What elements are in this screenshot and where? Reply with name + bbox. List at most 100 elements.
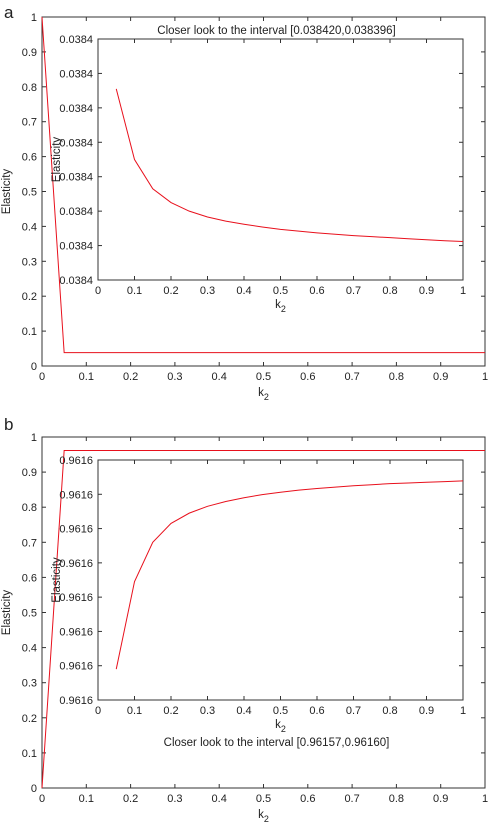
main-chart-x-axis-label-subscript: 2 — [264, 392, 269, 402]
inset-chart-x-axis-label-text: k — [275, 719, 281, 731]
inset-chart: 0 0.1 0.2 0.3 0.4 0.5 0.6 0.7 0.8 0.9 1 0.0384 0.038… — [51, 25, 466, 314]
main-chart-y-tick-label: 0.8 — [22, 82, 37, 94]
main-chart-y-axis-label: Elasticity — [1, 169, 13, 215]
inset-chart-x-tick-label: 0.4 — [236, 285, 251, 297]
main-chart-y-tick-label: 0 — [31, 783, 37, 795]
main-chart-x-tick-label: 0 — [39, 371, 45, 383]
inset-chart-y-tick-label: 0.9616 — [59, 489, 93, 501]
inset-chart-x-tick-label: 0.3 — [200, 285, 215, 297]
main-chart-y-tick-label: 0.9 — [22, 467, 37, 479]
main-chart-y-tick-label: 0.4 — [22, 643, 37, 655]
panel-letter: a — [4, 3, 14, 22]
main-chart-series-line — [41, 449, 485, 789]
inset-chart-series-line — [115, 480, 464, 670]
inset-chart-y-tick-label: 0.9616 — [59, 695, 93, 707]
inset-chart-x-tick-label: 0.2 — [163, 705, 178, 717]
inset-chart-x-tick-label: 0.1 — [127, 285, 142, 297]
inset-chart-x-tick-label: 0.9 — [419, 705, 434, 717]
inset-chart-y-axis-label: Elasticity — [51, 137, 63, 183]
inset-chart-x-tick-label: 0.4 — [236, 705, 251, 717]
inset-chart-x-tick-label: 0.8 — [382, 705, 397, 717]
main-chart-x-tick-label: 0.3 — [167, 793, 182, 805]
inset-chart-x-axis-label-subscript: 2 — [281, 304, 286, 314]
inset-chart-y-tick-label: 0.0384 — [59, 241, 93, 253]
main-chart-x-axis-label-text: k — [258, 387, 264, 399]
inset-chart-x-tick-label: 0.1 — [127, 705, 142, 717]
main-chart-x-tick-label: 0.1 — [79, 371, 94, 383]
main-chart-y-tick-label: 0.3 — [22, 678, 37, 690]
inset-chart-x-tick-label: 0.7 — [346, 705, 361, 717]
main-chart-y-tick-label: 0.2 — [22, 291, 37, 303]
main-chart-x-tick-label: 0.7 — [344, 371, 359, 383]
inset-chart-x-tick-label: 0.8 — [382, 285, 397, 297]
inset-chart-x-tick-label: 1 — [460, 285, 466, 297]
main-chart-x-tick-label: 0.9 — [433, 793, 448, 805]
inset-chart-x-tick-label: 0 — [95, 285, 101, 297]
inset-chart-y-tick-label: 0.9616 — [59, 558, 93, 570]
main-chart-x-tick-label: 0.3 — [167, 371, 182, 383]
inset-chart-y-tick-label: 0.9616 — [59, 661, 93, 673]
inset-chart-series-line — [115, 88, 464, 242]
inset-chart-x-tick-label: 0.2 — [163, 285, 178, 297]
panel-a: a 0 0.1 0.2 0.3 0.4 0.5 0.6 0.7 0.8 0.9 1 0 0.1 0.2 0.3… — [1, 3, 488, 402]
main-chart-y-tick-label: 0.8 — [22, 502, 37, 514]
main-chart-x-tick-label: 0.4 — [212, 371, 227, 383]
inset-chart-y-tick-label: 0.0384 — [59, 172, 93, 184]
inset-chart-y-tick-label: 0.0384 — [59, 68, 93, 80]
inset-chart-x-axis-label-text: k — [275, 299, 281, 311]
inset-chart-y-tick-label: 0.9616 — [59, 524, 93, 536]
main-chart-series-line — [41, 16, 485, 354]
inset-chart-x-tick-label: 0.6 — [309, 285, 324, 297]
inset-chart-x-tick-label: 1 — [460, 705, 466, 717]
main-chart-x-tick-label: 0.9 — [433, 371, 448, 383]
main-chart-y-tick-label: 1 — [31, 432, 37, 444]
inset-chart-x-axis-label: k2 — [275, 299, 286, 314]
inset-title: Closer look to the interval [0.96157,0.9… — [164, 737, 390, 749]
main-chart-x-tick-label: 0 — [39, 793, 45, 805]
main-chart-x-tick-label: 1 — [482, 793, 488, 805]
main-chart-x-tick-label: 0.1 — [79, 793, 94, 805]
main-chart-y-tick-label: 0 — [31, 361, 37, 373]
inset-chart-y-tick-label: 0.0384 — [59, 34, 93, 46]
main-chart-y-tick-label: 0.6 — [22, 152, 37, 164]
main-chart-y-tick-label: 0.5 — [22, 187, 37, 199]
inset-chart-x-tick-label: 0.7 — [346, 285, 361, 297]
main-chart-x-tick-label: 1 — [482, 371, 488, 383]
panel-letter: b — [4, 415, 13, 434]
main-chart-y-tick-label: 0.3 — [22, 256, 37, 268]
inset-chart-y-tick-label: 0.0384 — [59, 206, 93, 218]
main-chart-x-tick-label: 0.6 — [300, 793, 315, 805]
main-chart-x-tick-label: 0.7 — [344, 793, 359, 805]
inset-chart-x-tick-label: 0.6 — [309, 705, 324, 717]
main-chart-y-tick-label: 0.7 — [22, 537, 37, 549]
main-chart-x-tick-label: 0.8 — [389, 793, 404, 805]
main-chart-x-axis-label-text: k — [258, 809, 264, 821]
main-chart-y-tick-label: 0.5 — [22, 608, 37, 620]
inset-chart-x-tick-label: 0.5 — [273, 285, 288, 297]
inset-chart: 0 0.1 0.2 0.3 0.4 0.5 0.6 0.7 0.8 0.9 1 0.9616 0.961… — [51, 455, 466, 749]
inset-chart-x-tick-label: 0.9 — [419, 285, 434, 297]
main-chart-y-tick-label: 0.2 — [22, 713, 37, 725]
main-chart-x-axis-label: k2 — [258, 387, 269, 402]
inset-chart-x-tick-label: 0.3 — [200, 705, 215, 717]
inset-chart-frame — [97, 459, 464, 701]
main-chart-y-tick-label: 0.7 — [22, 117, 37, 129]
main-chart-y-tick-label: 0.1 — [22, 748, 37, 760]
inset-chart-frame — [97, 38, 464, 281]
inset-chart-y-axis-label: Elasticity — [51, 557, 63, 603]
main-chart-x-tick-label: 0.2 — [123, 793, 138, 805]
main-chart-y-axis-label: Elasticity — [1, 590, 13, 636]
inset-chart-y-tick-label: 0.9616 — [59, 455, 93, 467]
inset-chart-x-tick-label: 0 — [95, 705, 101, 717]
main-chart-x-axis-label-subscript: 2 — [264, 814, 269, 824]
inset-chart-x-axis-label: k2 — [275, 719, 286, 734]
main-chart-x-tick-label: 0.6 — [300, 371, 315, 383]
inset-title: Closer look to the interval [0.038420,0.… — [157, 25, 395, 37]
main-chart-x-tick-label: 0.5 — [256, 371, 271, 383]
main-chart-x-tick-label: 0.2 — [123, 371, 138, 383]
main-chart-y-tick-label: 1 — [31, 12, 37, 24]
main-chart-x-tick-label: 0.5 — [256, 793, 271, 805]
panel-b: b 0 0.1 0.2 0.3 0.4 0.5 0.6 0.7 0.8 0.9 1 0 0.1 0.2 0.3… — [1, 415, 488, 824]
inset-chart-x-tick-label: 0.5 — [273, 705, 288, 717]
